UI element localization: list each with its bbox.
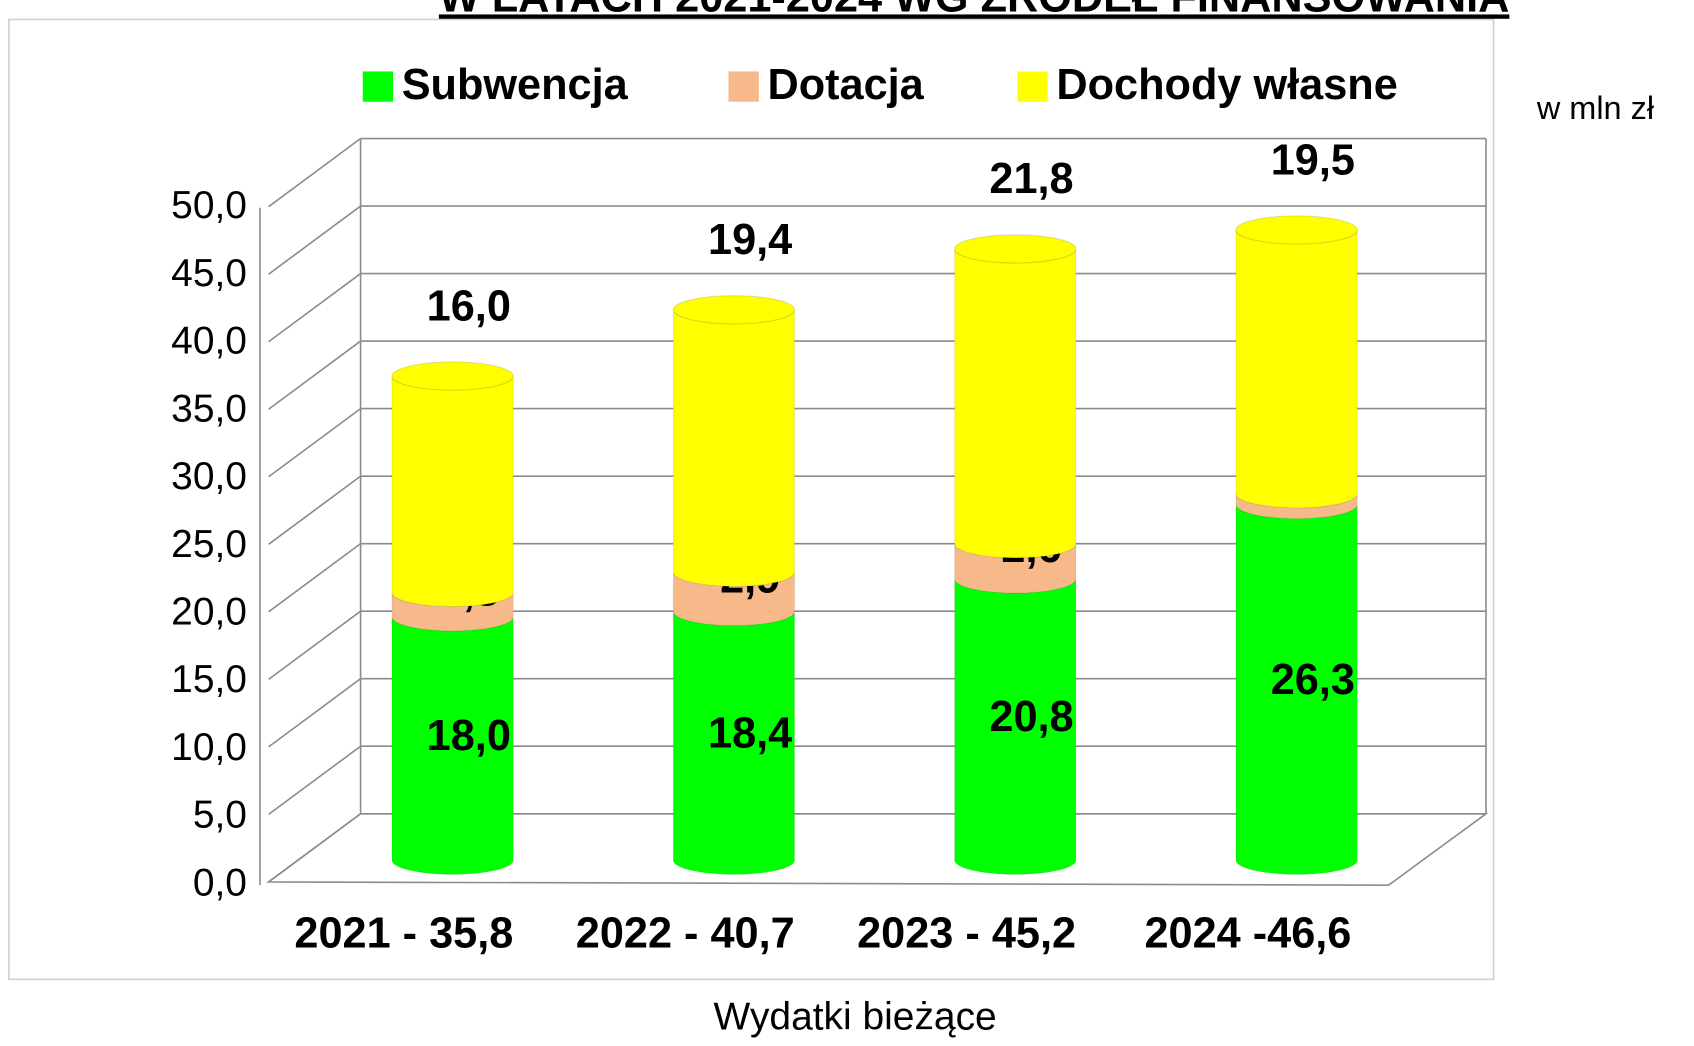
legend-swatch (1017, 71, 1048, 102)
legend-label: Dochody własne (1056, 61, 1397, 109)
legend-swatch (728, 71, 759, 102)
data-label: 16,0 (427, 282, 511, 330)
y-tick-label: 20,0 (171, 590, 247, 633)
grid-line-side (268, 137, 362, 208)
data-label: 21,8 (989, 155, 1073, 203)
bar-top (1235, 215, 1358, 245)
bar-top (672, 295, 796, 325)
data-label: 19,4 (708, 216, 792, 264)
bar-segment (391, 375, 514, 608)
grid-line-side (268, 340, 362, 410)
grid-line-side (268, 475, 362, 545)
grid-line-side (268, 272, 362, 343)
y-tick-label: 30,0 (171, 455, 247, 498)
chart-title: W LATACH 2021-2024 WG ŹRÓDEŁ FINANSOWANI… (439, 0, 1510, 21)
y-tick-label: 35,0 (171, 387, 247, 430)
y-tick-label: 50,0 (171, 184, 247, 227)
y-tick-label: 15,0 (171, 658, 247, 701)
y-tick-label: 5,0 (193, 794, 247, 837)
data-label: 19,5 (1271, 136, 1355, 184)
grid-line-side (268, 678, 362, 748)
bar-segment (954, 543, 1077, 594)
legend-label: Dotacja (767, 61, 924, 109)
grid-line-side (268, 205, 362, 275)
y-tick-label: 40,0 (171, 320, 247, 363)
grid-line-side (268, 745, 362, 816)
y-tick-label: 0,0 (193, 861, 247, 904)
data-label: 20,8 (989, 693, 1073, 741)
bar-top (391, 361, 514, 391)
chart-frame (8, 18, 1495, 981)
bar-top (954, 234, 1077, 264)
grid-line-side (268, 813, 362, 883)
unit-label: w mln zł (1536, 90, 1654, 126)
x-axis-label: Wydatki bieżące (714, 996, 997, 1039)
data-label: 18,0 (427, 712, 511, 760)
grid-line-side (268, 543, 362, 613)
y-tick-label: 45,0 (171, 252, 247, 295)
y-tick-label: 25,0 (171, 523, 247, 566)
data-label: 26,3 (1271, 656, 1355, 704)
data-label: 18,4 (708, 709, 792, 757)
x-tick-label: 2024 -46,6 (1144, 909, 1351, 957)
bar-segment (954, 248, 1077, 559)
x-tick-label: 2022 - 40,7 (576, 909, 795, 957)
grid-line-side (268, 610, 362, 681)
legend-label: Subwencja (402, 61, 629, 109)
x-tick-label: 2023 - 45,2 (857, 909, 1076, 957)
bar-segment (672, 309, 796, 587)
y-tick-label: 10,0 (171, 726, 247, 769)
legend-swatch (362, 71, 394, 102)
bar-segment (1235, 229, 1358, 509)
bar-segment (954, 578, 1077, 875)
x-tick-label: 2021 - 35,8 (294, 909, 513, 957)
grid-line-side (268, 407, 362, 478)
